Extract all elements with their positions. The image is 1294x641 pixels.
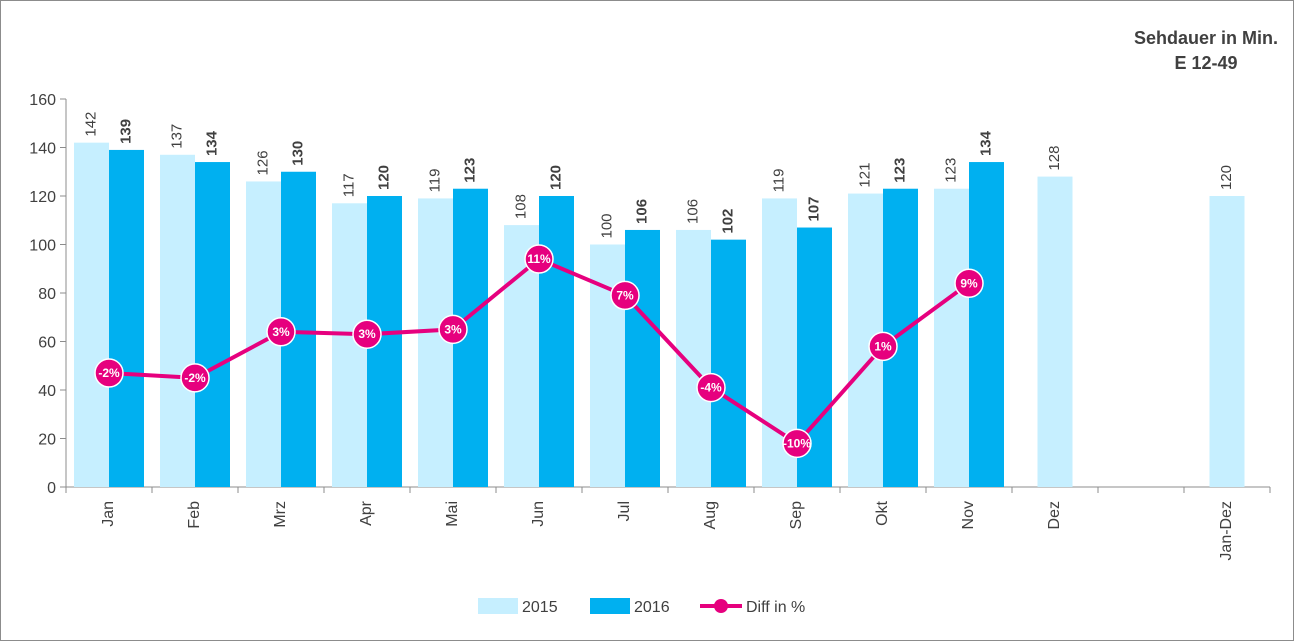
diff-marker	[180, 363, 210, 393]
x-tick-label: Jan-Dez	[1218, 501, 1235, 561]
bar-2015	[160, 154, 195, 487]
legend-swatch-2016	[590, 598, 630, 614]
chart-title-line-2: E 12-49	[1174, 53, 1238, 73]
x-tick-label: Jun	[530, 501, 547, 527]
data-label-2015: 137	[168, 124, 185, 149]
diff-marker	[782, 428, 812, 459]
legend-swatch-2015	[478, 598, 518, 614]
data-label-2016: 120	[547, 165, 564, 190]
x-tick-label: Mrz	[272, 501, 289, 528]
x-tick-label: Nov	[960, 501, 977, 529]
legend-label-diff: Diff in %	[746, 599, 805, 616]
diff-label: 1%	[874, 339, 892, 353]
data-label-2016: 102	[719, 209, 736, 234]
x-tick-label: Jul	[616, 501, 633, 521]
diff-marker	[954, 268, 984, 299]
data-label-2015: 106	[684, 199, 701, 224]
diff-marker	[868, 331, 898, 362]
data-label-2016: 123	[891, 158, 908, 183]
data-label-2015: 120	[1218, 165, 1235, 190]
diff-label: 7%	[616, 288, 634, 302]
x-tick-label: Dez	[1046, 501, 1063, 529]
diff-label: 9%	[960, 276, 978, 290]
y-tick-label: 20	[38, 432, 56, 449]
bar-2016	[711, 239, 746, 487]
x-tick-label: Feb	[186, 501, 203, 529]
bar-2016	[109, 149, 144, 488]
diff-label: -10%	[783, 436, 811, 450]
diff-marker	[696, 372, 726, 403]
diff-label: -2%	[184, 371, 206, 385]
data-label-2016: 139	[117, 119, 134, 144]
y-tick-label: 80	[38, 286, 56, 303]
y-tick-label: 120	[29, 189, 56, 206]
y-tick-label: 160	[29, 92, 56, 109]
diff-marker	[266, 317, 296, 347]
bar-2015	[934, 188, 969, 487]
data-label-2016: 106	[633, 199, 650, 224]
bar-2016	[195, 162, 230, 488]
diff-label: 3%	[272, 325, 290, 339]
y-tick-label: 0	[47, 480, 56, 497]
bar-2016	[969, 162, 1004, 488]
data-label-2015: 126	[254, 150, 271, 175]
data-label-2016: 134	[977, 130, 994, 156]
y-tick-label: 140	[29, 141, 56, 158]
diff-marker	[610, 280, 640, 311]
bar-2015	[1209, 196, 1245, 487]
diff-marker	[438, 314, 468, 345]
diff-label: 3%	[444, 322, 462, 336]
diff-marker	[352, 319, 382, 349]
data-label-2015: 121	[856, 163, 873, 188]
data-label-2015: 117	[340, 173, 357, 197]
bar-2016	[625, 229, 660, 487]
bar-2015	[74, 142, 109, 487]
bar-2016	[539, 196, 574, 487]
diff-marker	[524, 244, 554, 274]
data-label-2015: 119	[770, 169, 787, 193]
data-label-2016: 134	[203, 130, 220, 156]
bar-2015	[1037, 176, 1073, 487]
data-label-2015: 119	[426, 169, 443, 193]
legend-label-2015: 2015	[522, 599, 558, 616]
legend-swatch-diff-marker	[714, 599, 728, 613]
data-label-2015: 100	[598, 213, 615, 238]
data-label-2015: 128	[1046, 146, 1063, 171]
data-label-2015: 123	[942, 158, 959, 183]
data-label-2015: 108	[512, 194, 529, 219]
chart-title: Sehdauer in Min. E 12-49	[1134, 26, 1278, 76]
diff-label: 3%	[358, 327, 376, 341]
x-tick-label: Aug	[702, 501, 719, 529]
x-tick-label: Okt	[874, 500, 891, 525]
data-label-2016: 123	[461, 158, 478, 183]
x-tick-label: Sep	[788, 501, 805, 530]
data-label-2016: 107	[805, 196, 822, 221]
data-label-2016: 120	[375, 165, 392, 190]
y-tick-label: 100	[29, 238, 56, 255]
y-tick-label: 60	[38, 335, 56, 352]
x-tick-label: Jan	[100, 501, 117, 527]
data-label-2015: 142	[82, 112, 99, 137]
diff-label: -4%	[700, 381, 722, 395]
data-label-2016: 130	[289, 141, 306, 166]
diff-label: 11%	[527, 252, 551, 266]
diff-label: -2%	[98, 366, 120, 380]
chart-title-line-1: Sehdauer in Min.	[1133, 28, 1278, 48]
x-tick-label: Mai	[444, 501, 461, 527]
diff-marker	[94, 358, 124, 388]
x-tick-label: Apr	[358, 500, 375, 526]
legend-label-2016: 2016	[634, 599, 670, 616]
y-tick-label: 40	[38, 383, 56, 400]
